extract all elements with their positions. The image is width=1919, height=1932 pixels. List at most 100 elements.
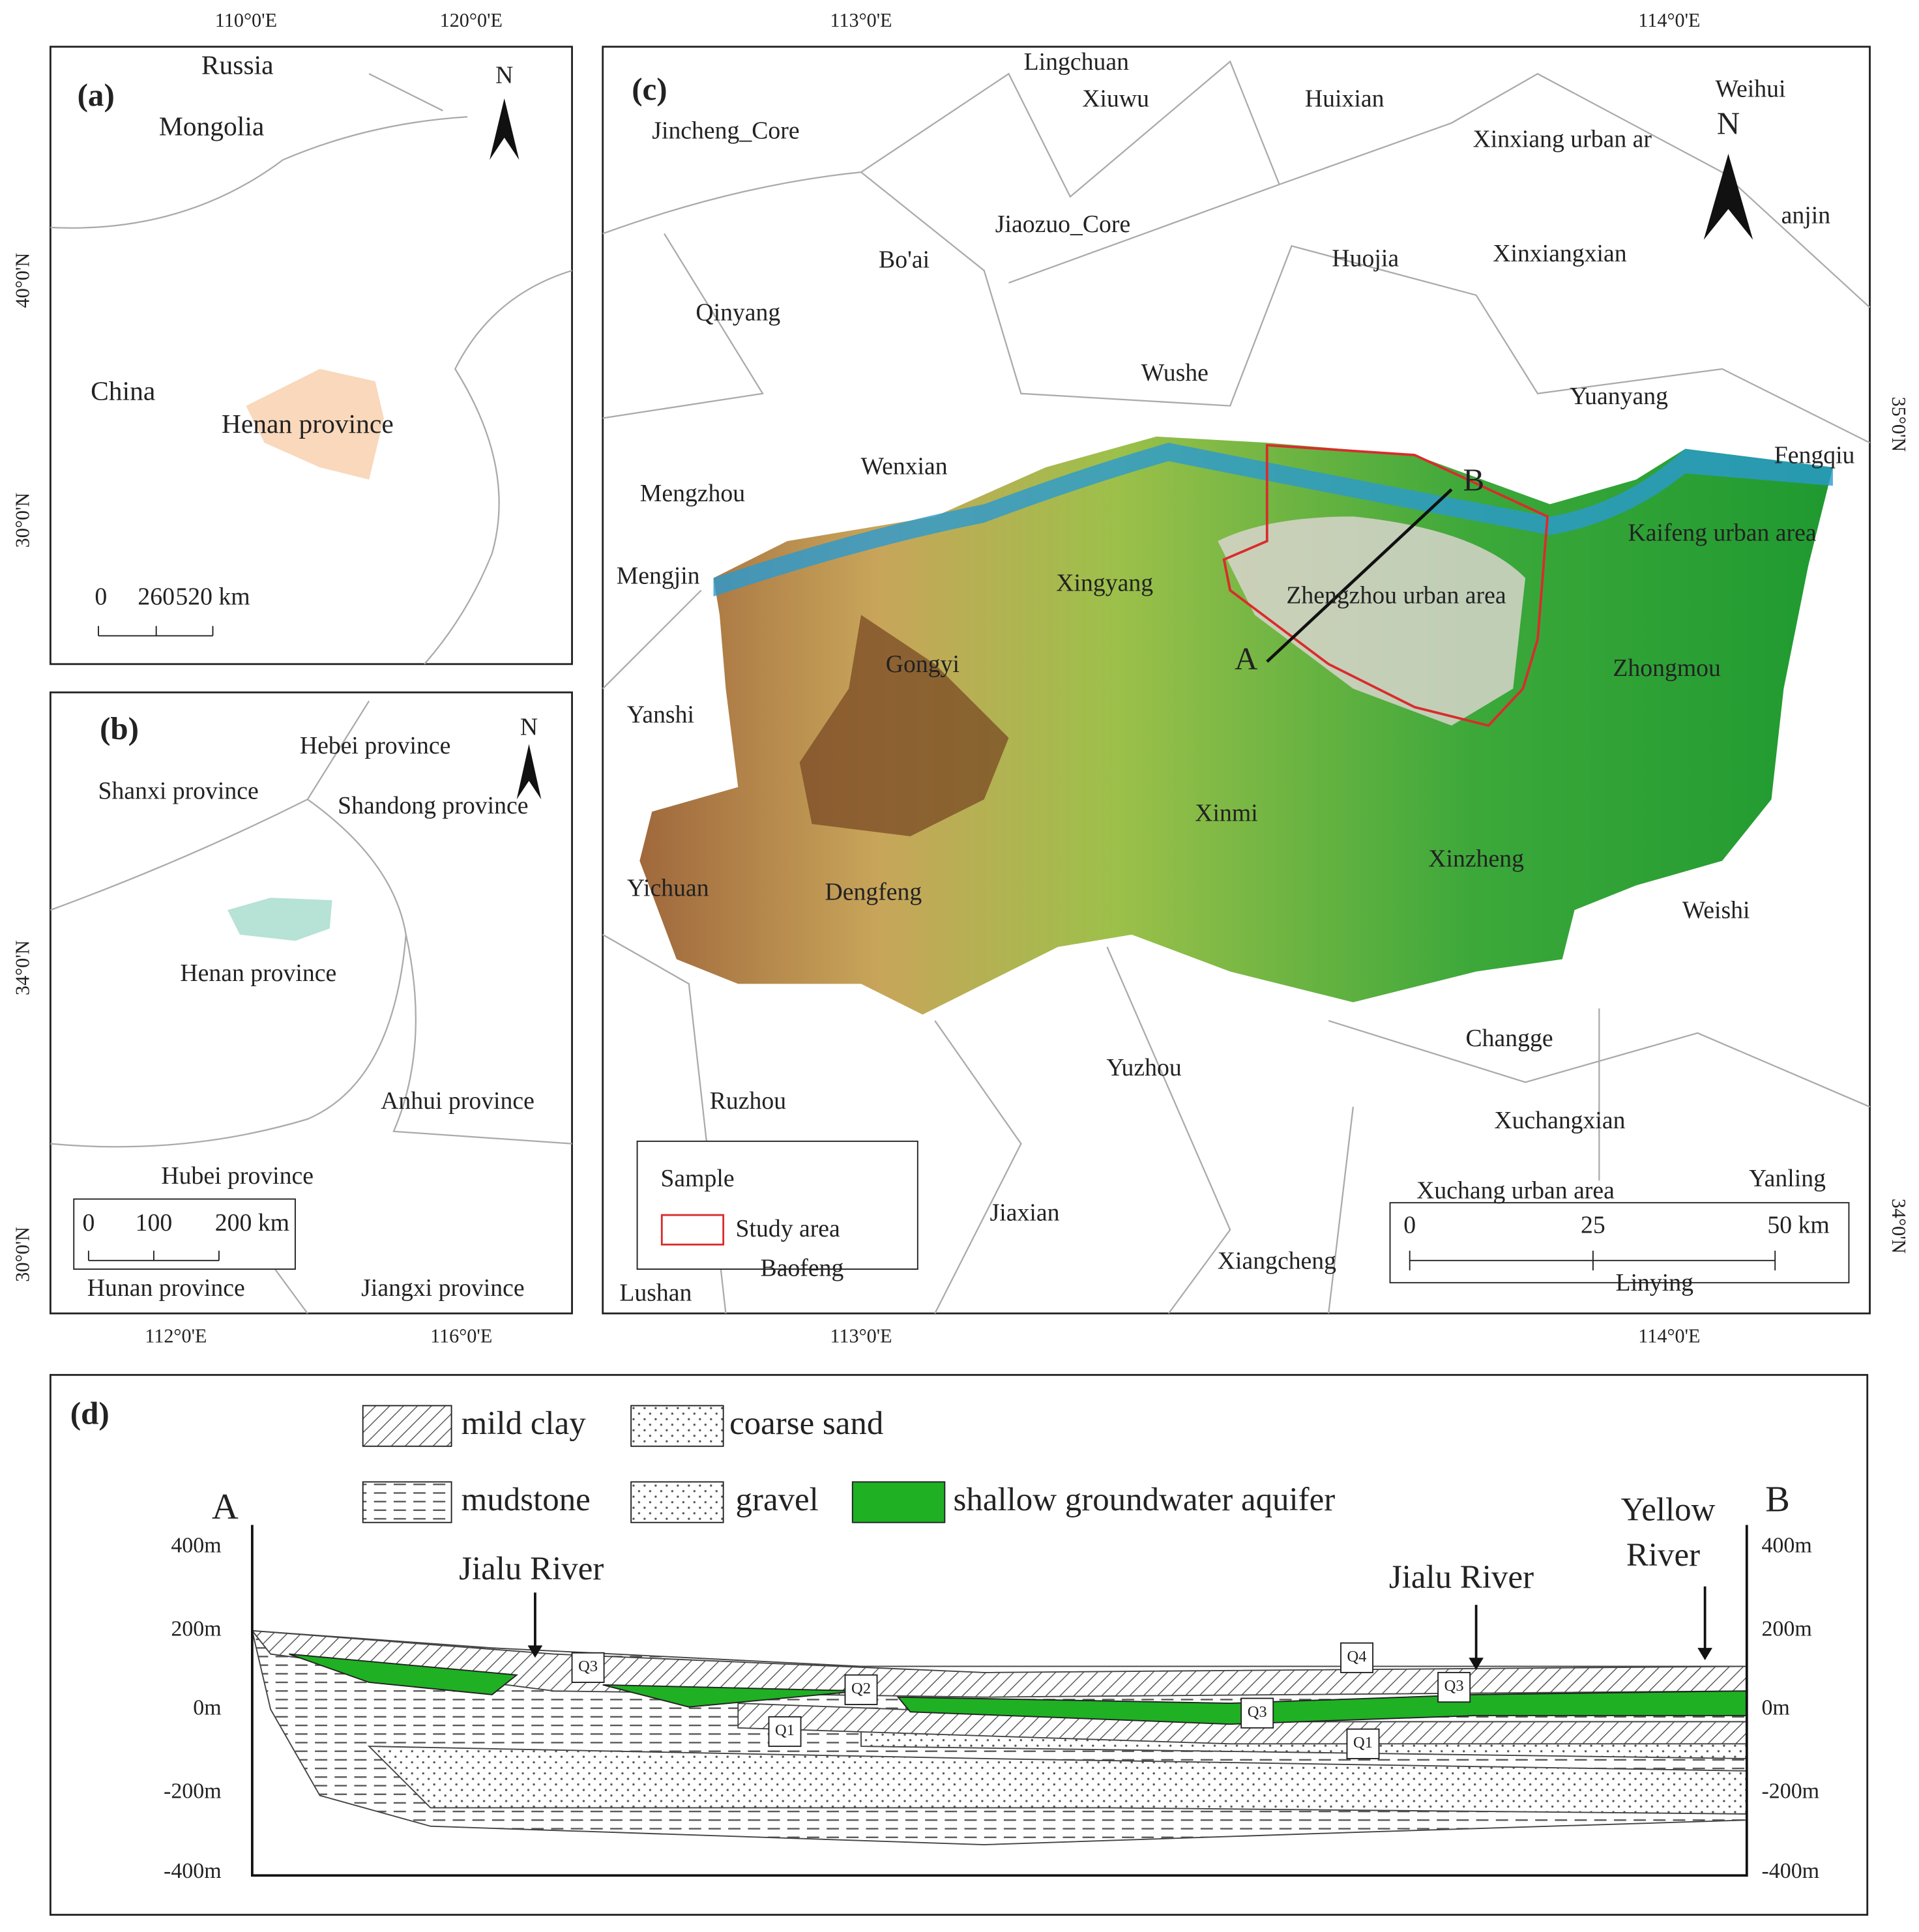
y-tick-label: 40°0'N <box>12 253 34 308</box>
place-name: Zhengzhou urban area <box>1286 582 1506 609</box>
strata-box <box>571 1652 605 1683</box>
place-name: Dengfeng <box>825 878 922 905</box>
panel-label: (c) <box>632 71 667 107</box>
place-name: Weishi <box>1682 897 1750 924</box>
scale-label: 0 <box>1403 1212 1416 1239</box>
place-name: Xiangcheng <box>1218 1247 1336 1274</box>
x-tick-label: 116°0'E <box>430 1325 492 1347</box>
strata-label: Q3 <box>1444 1677 1464 1695</box>
scale-bar <box>1409 1250 1776 1270</box>
y-tick-label: -400m <box>164 1859 222 1883</box>
place-name: Jiaxian <box>990 1199 1060 1227</box>
legend-item: coarse sand <box>729 1405 883 1442</box>
place-name: Xuchangxian <box>1494 1107 1625 1134</box>
place-name: Mengzhou <box>640 480 745 507</box>
place-name: Xinxiangxian <box>1493 240 1626 267</box>
section-line <box>1266 488 1453 663</box>
place-name: Yichuan <box>627 875 709 902</box>
place-name: Wushe <box>1141 359 1209 387</box>
study-area-outline <box>1222 443 1549 727</box>
north-arrow <box>516 744 542 800</box>
place-name: Linying <box>1616 1269 1694 1296</box>
north-label: N <box>1717 106 1740 141</box>
panel-label: (b) <box>100 710 139 746</box>
place-name: Changge <box>1466 1025 1553 1052</box>
x-tick-label: 114°0'E <box>1638 1325 1700 1347</box>
strata-label: Q2 <box>851 1680 871 1697</box>
y-tick-label: 0m <box>1761 1695 1789 1720</box>
place-name: Qinyang <box>696 299 780 327</box>
river-label: Yellow <box>1621 1491 1716 1528</box>
place-name: Wenxian <box>861 452 948 480</box>
henan-shape <box>246 369 384 480</box>
place-name: Mongolia <box>159 111 264 141</box>
legend-item: mild clay <box>461 1405 587 1442</box>
x-tick-label: 114°0'E <box>1638 9 1700 31</box>
river-label: River <box>1626 1537 1700 1573</box>
river-label: Jialu River <box>459 1551 604 1587</box>
place-name: Baofeng <box>761 1255 844 1282</box>
place-name: Henan province <box>180 959 336 987</box>
y-tick-label: 34°0'N <box>12 940 34 995</box>
scale-label: 260 <box>138 583 175 610</box>
river-label: Jialu River <box>1389 1559 1534 1596</box>
place-name: Henan province <box>222 409 394 439</box>
section-end: A <box>1235 640 1258 676</box>
place-name: Shanxi province <box>98 778 259 805</box>
place-name: Weihui <box>1715 75 1785 102</box>
scale-label: 520 km <box>175 583 250 610</box>
scale-label: 50 km <box>1767 1212 1829 1239</box>
x-tick-label: 120°0'E <box>440 9 503 31</box>
scale-label: 200 km <box>215 1209 289 1237</box>
y-tick-label: 200m <box>1761 1617 1811 1641</box>
place-name: Xiuwu <box>1082 85 1149 112</box>
scale-bar <box>98 626 214 637</box>
scale-bar <box>87 1250 220 1261</box>
north-label: N <box>495 62 513 89</box>
place-name: Yuzhou <box>1106 1054 1181 1081</box>
x-tick-label: 110°0'E <box>215 9 277 31</box>
place-name: Jiangxi province <box>361 1274 524 1302</box>
scale-label: 100 <box>136 1209 173 1237</box>
place-name: Hebei province <box>300 732 450 759</box>
yellow-river <box>713 443 1833 597</box>
legend-swatch <box>660 1214 725 1246</box>
strata-box <box>1346 1728 1380 1759</box>
urban-area <box>1218 516 1526 726</box>
x-tick-label: 112°0'E <box>145 1325 207 1347</box>
section-end: B <box>1765 1480 1790 1520</box>
place-name: Huojia <box>1332 245 1399 272</box>
panel-a <box>49 46 573 666</box>
arrow-heads <box>527 1645 1712 1671</box>
strata-label: Q3 <box>578 1658 598 1675</box>
place-name: Jincheng_Core <box>652 117 799 144</box>
place-name: Yuanyang <box>1570 383 1668 410</box>
place-name: Shandong province <box>338 792 528 819</box>
place-name: Fengqiu <box>1774 442 1855 469</box>
boundaries <box>50 73 572 665</box>
y-tick-label: 35°0'N <box>1888 397 1910 452</box>
x-tick-label: 113°0'E <box>830 1325 892 1347</box>
y-tick-label: -200m <box>1761 1779 1819 1804</box>
place-name: anjin <box>1781 202 1831 229</box>
scale-label: 25 <box>1581 1212 1605 1239</box>
boundaries <box>50 700 572 1314</box>
north-arrow <box>1703 153 1753 240</box>
strata-label: Q1 <box>1353 1734 1373 1751</box>
place-name: Xinzheng <box>1428 845 1524 872</box>
legend-swatch <box>362 1481 452 1523</box>
legend-title: Sample <box>660 1165 734 1192</box>
legend-swatch <box>630 1481 724 1523</box>
x-tick-label: 113°0'E <box>830 9 892 31</box>
legend-item: mudstone <box>461 1482 591 1518</box>
place-name: Anhui province <box>381 1087 535 1115</box>
strata-label: Q3 <box>1248 1703 1267 1721</box>
y-tick-label: 0m <box>193 1695 221 1720</box>
place-name: Yanshi <box>627 701 694 729</box>
y-tick-label: -400m <box>1761 1859 1819 1883</box>
study-region <box>639 436 1833 1015</box>
scale-box <box>1389 1202 1850 1283</box>
legend-box <box>636 1140 918 1270</box>
strata-box <box>1340 1642 1374 1673</box>
